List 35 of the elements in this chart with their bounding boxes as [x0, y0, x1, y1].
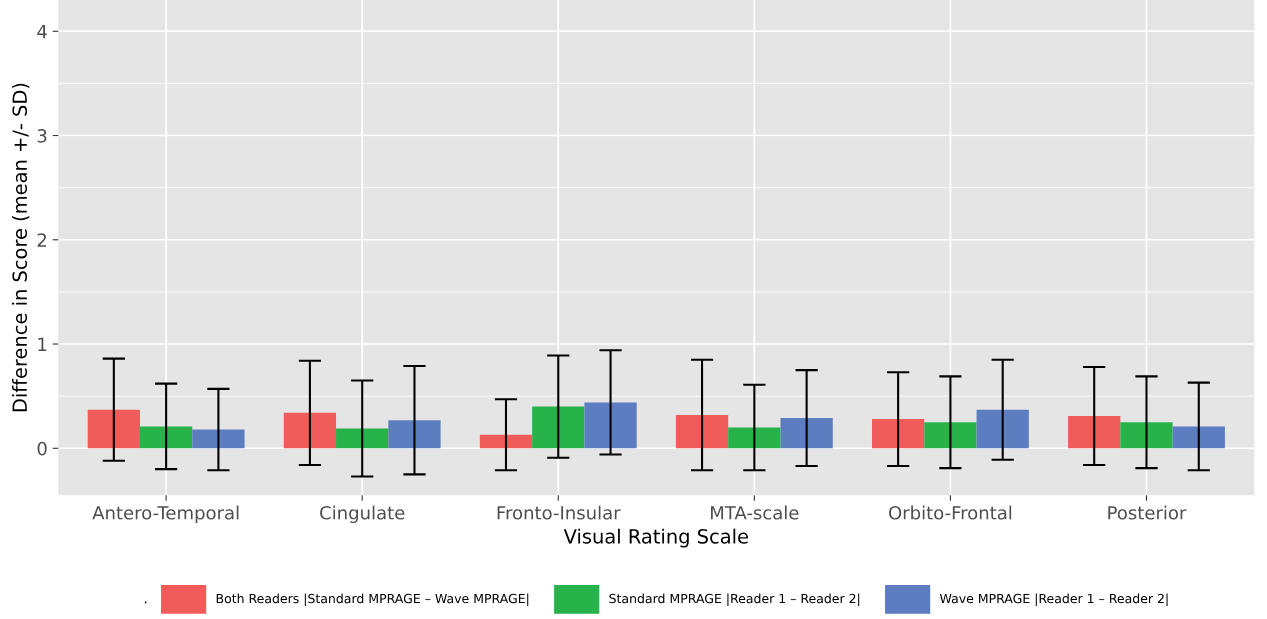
legend-label: Wave MPRAGE |Reader 1 – Reader 2|	[939, 593, 1168, 606]
bar	[283, 412, 337, 449]
x-axis-title: Visual Rating Scale	[563, 528, 748, 548]
bar	[139, 426, 193, 449]
bar	[780, 418, 833, 449]
bar	[479, 434, 533, 449]
y-tick-label: 3	[37, 128, 47, 143]
bar	[924, 422, 977, 449]
x-tick-label: Orbito-Frontal	[889, 505, 1012, 520]
bar	[728, 427, 781, 449]
x-tick-label: Posterior	[1108, 505, 1187, 520]
bar	[532, 406, 585, 449]
bar	[1172, 426, 1225, 449]
y-tick-label: 4	[37, 24, 47, 39]
y-tick-label: 1	[38, 337, 47, 351]
bar	[192, 429, 245, 449]
bar	[584, 402, 637, 449]
bar	[388, 420, 441, 449]
bar	[1068, 415, 1121, 449]
bar	[336, 428, 389, 449]
bar	[976, 409, 1029, 449]
x-tick-label: MTA-scale	[711, 505, 799, 520]
bar	[871, 419, 925, 449]
y-tick-label: 0	[37, 441, 47, 456]
y-axis-title: Difference in Score (mean +/- SD)	[12, 83, 30, 412]
x-tick-label: Cingulate	[320, 505, 405, 524]
bar	[1120, 422, 1173, 449]
legend-label: Standard MPRAGE |Reader 1 – Reader 2|	[609, 593, 860, 606]
y-tick-label: 2	[37, 233, 47, 247]
x-tick-label: Antero-Temporal	[92, 505, 239, 524]
legend-title: .	[144, 601, 147, 604]
bar	[87, 409, 140, 449]
bar	[675, 414, 729, 449]
legend-label: Both Readers |Standard MPRAGE – Wave MPRAGE|	[216, 593, 529, 606]
x-tick-label: Fronto-Insular	[497, 505, 621, 520]
